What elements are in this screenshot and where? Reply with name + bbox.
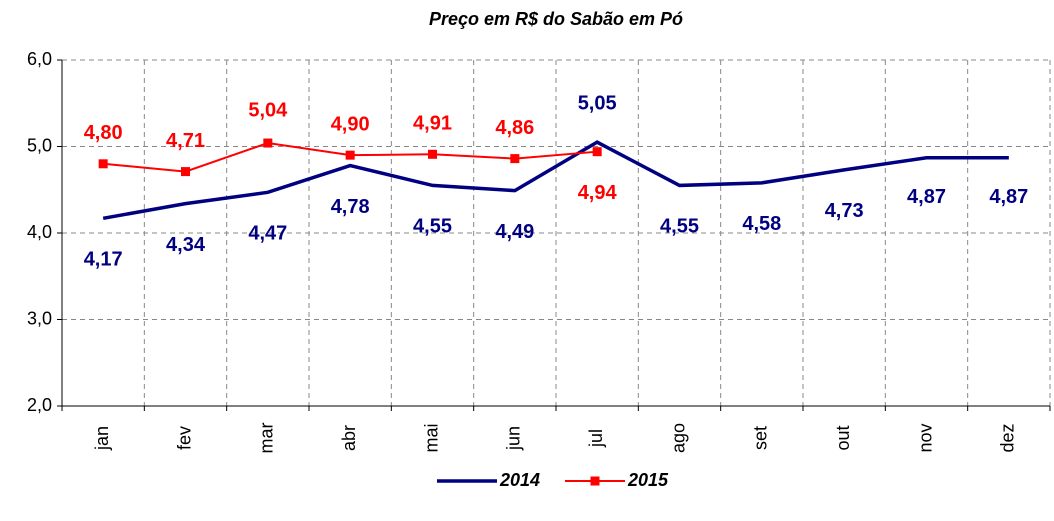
x-tick-label: abr — [339, 425, 359, 451]
data-label: 4,91 — [413, 113, 452, 135]
data-label: 4,73 — [825, 200, 864, 222]
y-tick-label: 2,0 — [27, 395, 52, 415]
x-tick-label: jul — [586, 429, 606, 448]
data-label: 4,71 — [166, 130, 205, 152]
point-marker — [428, 149, 437, 159]
data-label: 4,58 — [742, 213, 781, 235]
x-tick-label: dez — [998, 423, 1018, 452]
data-label: 4,34 — [166, 234, 206, 256]
x-tick-label: mar — [257, 422, 277, 453]
x-tick-label: jun — [504, 426, 524, 451]
data-label: 4,17 — [84, 249, 123, 271]
legend-label: 2014 — [499, 470, 540, 490]
data-label: 4,86 — [495, 117, 534, 139]
y-tick-label: 3,0 — [27, 308, 52, 328]
data-label: 4,94 — [578, 182, 618, 204]
y-tick-label: 4,0 — [27, 222, 52, 242]
data-label: 4,80 — [84, 122, 123, 144]
data-label: 4,47 — [248, 223, 287, 245]
data-label: 4,87 — [907, 186, 946, 208]
y-tick-label: 6,0 — [27, 49, 52, 69]
x-tick-label: out — [833, 425, 853, 450]
data-label: 4,49 — [495, 221, 534, 243]
chart-title: Preço em R$ do Sabão em Pó — [429, 9, 683, 29]
point-marker — [345, 150, 355, 160]
data-label: 4,55 — [660, 216, 699, 238]
data-label: 5,05 — [578, 92, 617, 114]
data-label: 4,55 — [413, 216, 452, 238]
point-marker — [592, 147, 602, 157]
point-marker — [510, 154, 520, 164]
x-tick-label: jan — [92, 426, 112, 451]
legend-marker — [590, 476, 600, 486]
point-marker — [181, 167, 190, 177]
x-tick-label: mai — [421, 423, 441, 452]
data-label: 4,90 — [331, 113, 370, 135]
data-label: 5,04 — [248, 99, 288, 121]
point-marker — [98, 159, 108, 169]
x-tick-label: set — [751, 426, 771, 450]
x-tick-label: ago — [668, 423, 688, 453]
data-label: 4,78 — [331, 196, 370, 218]
data-label: 4,87 — [989, 186, 1028, 208]
y-tick-label: 5,0 — [27, 135, 52, 155]
point-marker — [263, 138, 273, 148]
x-tick-label: nov — [915, 423, 935, 452]
legend-label: 2015 — [627, 470, 669, 490]
series-line — [102, 140, 1009, 221]
x-tick-label: fev — [174, 426, 194, 450]
